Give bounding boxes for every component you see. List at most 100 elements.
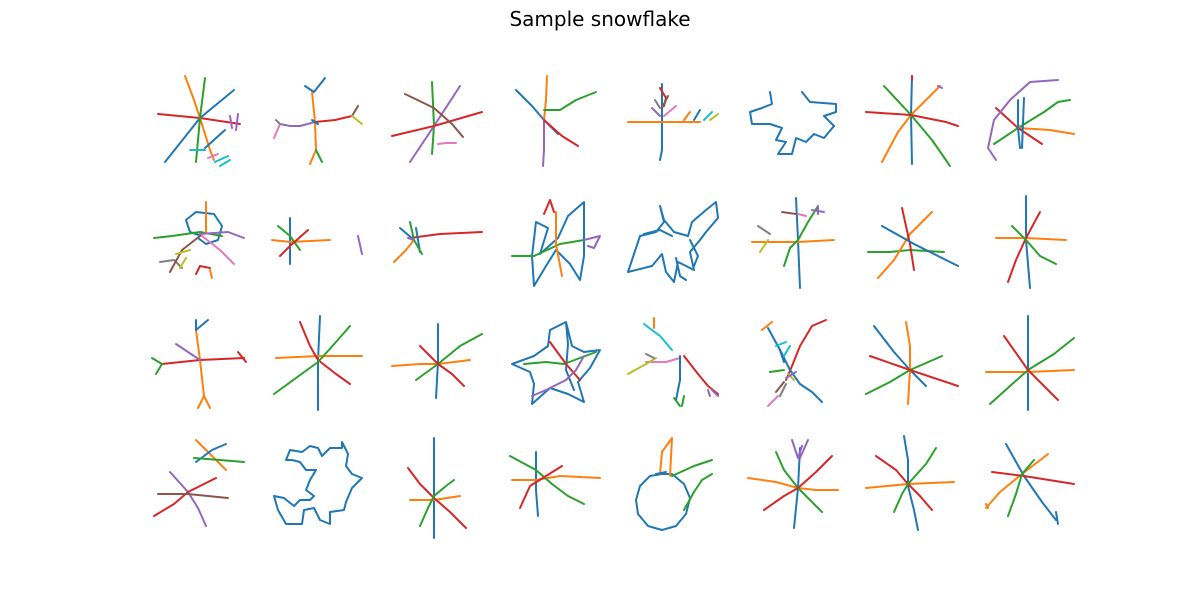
snowflake-1-7	[865, 75, 959, 167]
stroke	[757, 225, 771, 235]
stroke	[519, 465, 563, 509]
stroke	[787, 373, 795, 381]
stroke	[703, 111, 713, 121]
stroke	[404, 93, 464, 138]
stroke	[627, 201, 719, 283]
stroke	[209, 269, 213, 279]
snowflake-4-3	[407, 437, 467, 539]
stroke	[985, 369, 1075, 373]
snowflake-3-2	[273, 315, 363, 411]
stroke	[157, 493, 229, 499]
snowflake-4-8	[985, 443, 1075, 525]
stroke	[993, 99, 1071, 145]
snowflake-2-5	[627, 201, 719, 283]
stroke	[409, 231, 483, 239]
stroke	[273, 325, 351, 395]
stroke	[767, 395, 779, 407]
stroke	[1007, 459, 1035, 517]
stroke	[783, 205, 819, 267]
stroke	[161, 357, 245, 365]
stroke	[407, 237, 415, 241]
snowflake-3-1	[151, 319, 247, 409]
stroke	[1011, 225, 1057, 265]
snowflake-1-1	[157, 75, 241, 167]
snowflake-4-1	[153, 439, 245, 527]
stroke	[759, 239, 769, 253]
stroke	[555, 211, 563, 277]
stroke	[511, 239, 585, 257]
stroke	[645, 357, 681, 363]
stroke	[1003, 335, 1059, 401]
stroke	[769, 369, 785, 373]
stroke	[751, 239, 835, 243]
stroke	[314, 115, 353, 123]
stroke	[865, 355, 943, 395]
stroke	[985, 453, 1049, 509]
snowflake-1-8	[987, 79, 1075, 161]
stroke	[175, 249, 191, 269]
stroke	[277, 225, 301, 251]
stroke	[304, 77, 326, 93]
stroke	[535, 451, 539, 517]
stroke	[673, 395, 685, 407]
stroke	[543, 75, 548, 121]
stroke	[511, 475, 601, 481]
stroke	[910, 75, 913, 165]
snowflake-2-2	[271, 217, 363, 265]
stroke	[775, 381, 785, 393]
stroke	[987, 79, 1059, 161]
stroke	[275, 355, 363, 359]
stroke	[763, 455, 833, 511]
stroke	[193, 457, 245, 463]
stroke	[901, 207, 915, 271]
stroke	[151, 357, 163, 375]
stroke	[415, 333, 483, 381]
stroke	[195, 319, 209, 331]
stroke	[791, 439, 809, 459]
snowflake-1-6	[749, 91, 837, 155]
stroke	[197, 395, 211, 409]
snowflake-1-2	[273, 77, 363, 165]
stroke	[779, 349, 785, 363]
stroke	[881, 225, 959, 267]
stroke	[543, 91, 597, 111]
stroke	[659, 437, 673, 475]
stroke	[781, 211, 797, 215]
stroke	[531, 355, 585, 397]
stroke	[409, 495, 461, 501]
stroke	[214, 155, 231, 167]
stroke	[1055, 511, 1059, 525]
stroke	[279, 229, 309, 257]
stroke	[869, 355, 959, 387]
stroke	[273, 123, 281, 139]
stroke	[195, 77, 206, 163]
stroke	[169, 471, 207, 527]
stroke	[311, 119, 319, 125]
stroke	[991, 471, 1075, 485]
stroke	[542, 119, 545, 167]
stroke	[675, 257, 687, 281]
stroke	[207, 153, 219, 159]
stroke	[995, 237, 1067, 241]
snowflake-1-4	[515, 75, 597, 167]
stroke	[275, 119, 281, 125]
stroke	[783, 345, 791, 357]
stroke	[431, 81, 435, 155]
stroke	[683, 473, 713, 511]
stroke	[204, 129, 226, 149]
stroke	[775, 341, 787, 347]
stroke	[153, 477, 217, 517]
stroke	[797, 213, 807, 217]
stroke	[391, 359, 471, 367]
stroke	[937, 85, 943, 89]
figure-title: Sample snowflake	[509, 7, 691, 31]
stroke	[351, 115, 363, 125]
stroke	[893, 447, 937, 513]
stroke	[399, 227, 421, 253]
snowflake-2-8	[995, 195, 1067, 289]
snowflake-1-3	[391, 81, 483, 163]
stroke	[883, 85, 951, 167]
stroke	[1017, 127, 1075, 135]
stroke	[407, 467, 467, 529]
